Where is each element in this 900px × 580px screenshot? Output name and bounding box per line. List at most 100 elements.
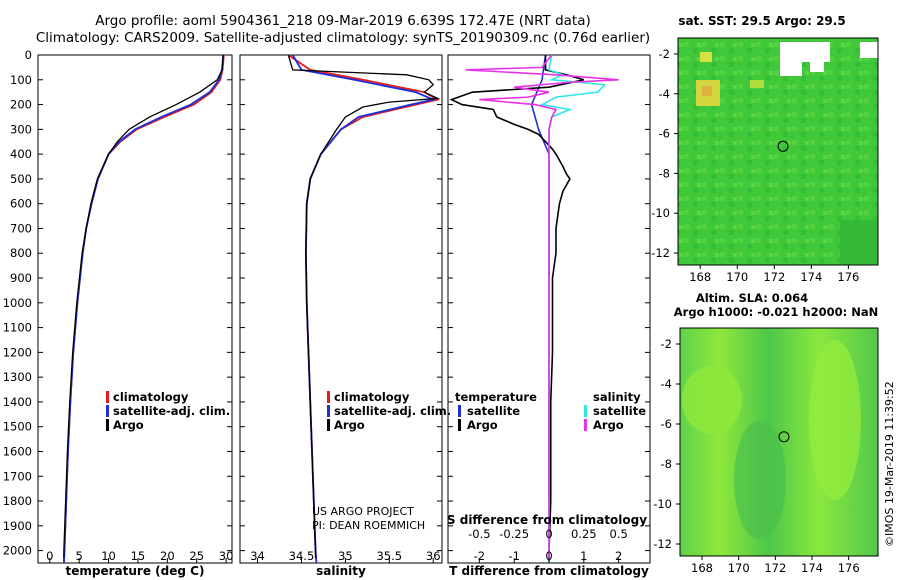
series-line-salinity-argo xyxy=(465,55,619,559)
sst-map-axes: 168 170 172 174 176 -2 -4 -6 -8 -10 -12 xyxy=(651,47,859,284)
x2-tick-label: -0.25 xyxy=(499,527,529,541)
legend-t-argo: Argo xyxy=(467,418,498,432)
argo-location-marker xyxy=(778,431,790,443)
legend-swatch-argo xyxy=(106,419,109,431)
x-tick-label: 20 xyxy=(160,549,175,563)
salinity-plot-frame xyxy=(239,54,443,564)
salinity-legend: climatology satellite-adj. clim. Argo xyxy=(327,390,451,432)
map-y-tick-label: -12 xyxy=(653,537,672,551)
depth-tick-label: 1000 xyxy=(3,296,32,310)
sst-cloud-gap xyxy=(802,42,830,62)
header-line1: Argo profile: aoml 5904361_218 09-Mar-20… xyxy=(95,13,591,29)
depth-tick-label: 800 xyxy=(10,246,32,260)
sst-map xyxy=(677,37,879,266)
credit-project: US ARGO PROJECT xyxy=(312,505,414,518)
x2-tick-label: 0 xyxy=(545,527,552,541)
legend-t-satellite: satellite xyxy=(467,404,520,418)
temperature-xlabel: temperature (deg C) xyxy=(66,564,205,578)
legend-title-salinity: salinity xyxy=(593,390,641,404)
sst-cloud-gap xyxy=(780,42,802,76)
x-tick-label: 35 xyxy=(338,549,353,563)
depth-tick-label: 1700 xyxy=(3,469,32,483)
sla-map-axes: 168 170 172 174 176 -2 -4 -6 -8 -10 -12 xyxy=(653,337,859,575)
depth-tick-label: 1100 xyxy=(3,321,32,335)
map-x-tick-label: 168 xyxy=(689,270,711,284)
series-line-satellite-adj-clim- xyxy=(62,55,225,563)
depth-tick-label: 1400 xyxy=(3,395,32,409)
legend-s-argo: Argo xyxy=(593,418,624,432)
depth-tick-label: 200 xyxy=(10,98,32,112)
salinity-xlabel: salinity xyxy=(316,564,366,578)
difference-series xyxy=(449,55,619,563)
x-tick-label: 36 xyxy=(426,549,441,563)
x-tick-label: 34.5 xyxy=(289,549,315,563)
x-tick-label: 34 xyxy=(250,549,265,563)
map-x-tick-label: 170 xyxy=(726,270,748,284)
map-y-tick-label: -8 xyxy=(659,166,670,180)
temperature-plot-frame xyxy=(37,54,233,564)
header-line2: Climatology: CARS2009. Satellite-adjuste… xyxy=(36,30,650,46)
x-tick-label: 5 xyxy=(75,549,82,563)
sla-map-subtitle: Argo h1000: -0.021 h2000: NaN xyxy=(674,305,878,319)
depth-axis: 0 100 200 300 400 500 600 700 800 900 1000 1100 1200… xyxy=(3,48,650,558)
sdiff-xlabel: S difference from climatology xyxy=(447,513,647,527)
sla-low-patch xyxy=(734,420,786,540)
difference-legend: temperature satellite Argo salinity sate… xyxy=(455,390,646,432)
legend-swatch-satellite xyxy=(106,405,109,417)
sla-high-patch xyxy=(682,366,742,434)
map-x-tick-label: 174 xyxy=(800,270,822,284)
legend-swatch-climatology xyxy=(327,391,330,403)
depth-tick-label: 900 xyxy=(10,271,32,285)
x2-tick-label: -0.5 xyxy=(468,527,490,541)
sst-map-title: sat. SST: 29.5 Argo: 29.5 xyxy=(678,14,845,28)
sst-cloud-gap xyxy=(810,62,824,72)
legend-satellite: satellite-adj. clim. xyxy=(113,404,230,418)
map-x-tick-label: 170 xyxy=(728,561,750,575)
map-y-tick-label: -6 xyxy=(661,417,672,431)
depth-tick-label: 1200 xyxy=(3,345,32,359)
depth-tick-label: 400 xyxy=(10,147,32,161)
depth-tick-label: 300 xyxy=(10,122,32,136)
map-y-tick-label: -6 xyxy=(659,127,670,141)
credit-imos: ©IMOS 19-Mar-2019 11:39:52 xyxy=(883,381,896,547)
legend-s-satellite: satellite xyxy=(593,404,646,418)
sst-warm-patch xyxy=(700,52,712,62)
series-line-argo xyxy=(63,55,224,559)
series-line-climatology xyxy=(62,55,225,563)
legend-swatch-t-satellite xyxy=(458,405,461,417)
sst-map-frame xyxy=(677,37,879,266)
map-y-tick-label: -2 xyxy=(659,47,670,61)
legend-swatch-satellite xyxy=(327,405,330,417)
map-x-tick-label: 176 xyxy=(838,561,860,575)
legend-satellite: satellite-adj. clim. xyxy=(334,404,451,418)
x-tick-label: 25 xyxy=(189,549,204,563)
map-x-tick-label: 176 xyxy=(837,270,859,284)
x-tick-label: 15 xyxy=(131,549,146,563)
argo-location-marker xyxy=(777,140,789,152)
map-y-tick-label: -4 xyxy=(659,87,670,101)
legend-climatology: climatology xyxy=(113,390,189,404)
legend-title-temperature: temperature xyxy=(455,390,537,404)
depth-tick-label: 0 xyxy=(25,48,32,62)
map-x-tick-label: 172 xyxy=(763,270,785,284)
x-tick-label: -1 xyxy=(508,549,519,563)
sst-hot-patch xyxy=(702,86,712,96)
depth-tick-label: 1600 xyxy=(3,444,32,458)
x2-tick-label: 0.25 xyxy=(571,527,597,541)
sla-map-frame xyxy=(679,327,879,557)
temperature-series xyxy=(62,55,225,563)
series-line-argo xyxy=(287,55,441,559)
depth-tick-label: 100 xyxy=(10,73,32,87)
depth-tick-label: 1900 xyxy=(3,519,32,533)
x-tick-label: 10 xyxy=(101,549,116,563)
depth-tick-label: 600 xyxy=(10,197,32,211)
depth-tick-label: 500 xyxy=(10,172,32,186)
legend-swatch-climatology xyxy=(106,391,109,403)
depth-tick-label: 1500 xyxy=(3,420,32,434)
depth-tick-label: 2000 xyxy=(3,544,32,558)
x-tick-label: 0 xyxy=(46,549,53,563)
map-y-tick-label: -2 xyxy=(661,337,672,351)
x-tick-label: 35.5 xyxy=(376,549,402,563)
legend-climatology: climatology xyxy=(334,390,410,404)
x-tick-label: -2 xyxy=(474,549,485,563)
